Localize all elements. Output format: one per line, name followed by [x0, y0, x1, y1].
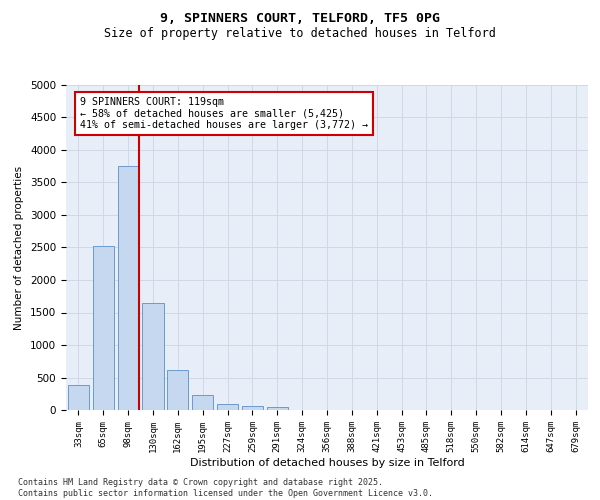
Bar [142, 302, 164, 410]
Bar [242, 406, 263, 410]
Bar [267, 408, 288, 410]
Bar [118, 166, 139, 410]
Y-axis label: Number of detached properties: Number of detached properties [14, 166, 25, 330]
Text: Contains HM Land Registry data © Crown copyright and database right 2025.
Contai: Contains HM Land Registry data © Crown c… [18, 478, 433, 498]
Bar [192, 395, 213, 410]
Text: Size of property relative to detached houses in Telford: Size of property relative to detached ho… [104, 28, 496, 40]
Bar [217, 404, 238, 410]
X-axis label: Distribution of detached houses by size in Telford: Distribution of detached houses by size … [190, 458, 464, 468]
Text: 9, SPINNERS COURT, TELFORD, TF5 0PG: 9, SPINNERS COURT, TELFORD, TF5 0PG [160, 12, 440, 26]
Bar [167, 370, 188, 410]
Bar [93, 246, 114, 410]
Bar [68, 386, 89, 410]
Text: 9 SPINNERS COURT: 119sqm
← 58% of detached houses are smaller (5,425)
41% of sem: 9 SPINNERS COURT: 119sqm ← 58% of detach… [80, 96, 368, 130]
